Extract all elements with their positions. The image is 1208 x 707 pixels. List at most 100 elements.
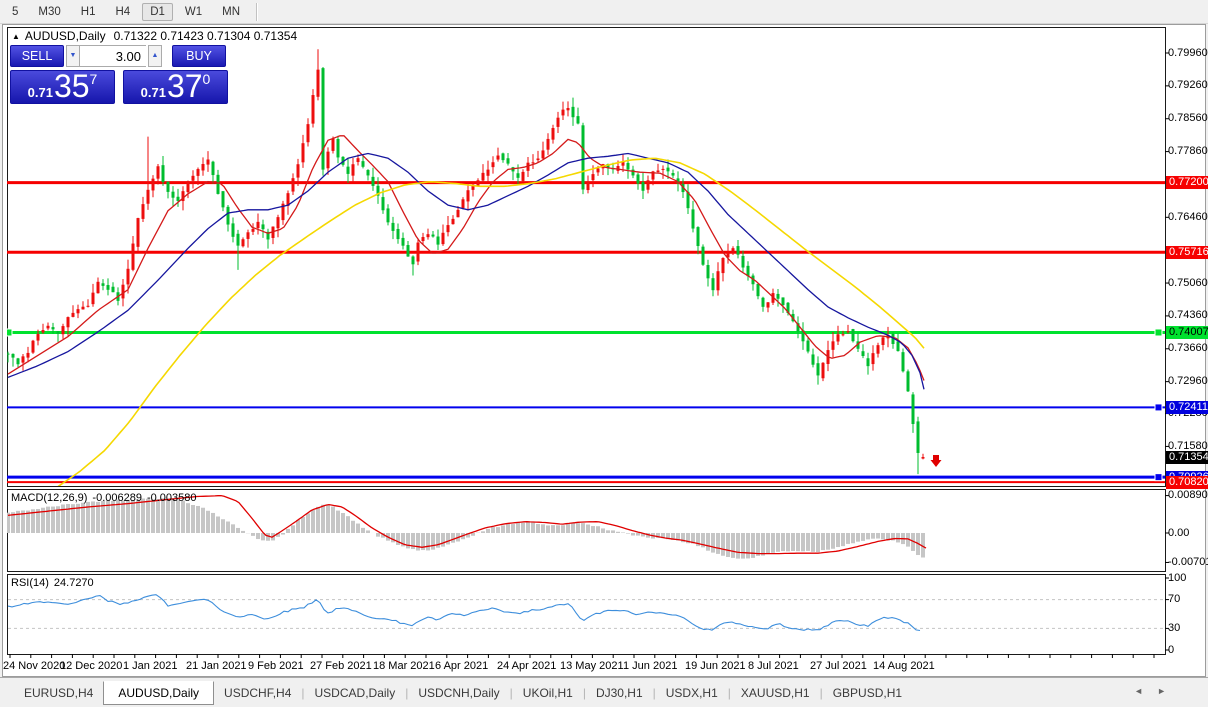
candle-body — [326, 151, 330, 169]
ma-slow-yellow-line — [57, 157, 925, 486]
tab-eurusd-h4[interactable]: EURUSD,H4 — [24, 685, 94, 700]
macd-value-main: -0.006289 — [92, 492, 142, 504]
tab-ukoil-h1[interactable]: UKOil,H1 — [522, 685, 573, 700]
candle-body — [171, 191, 175, 198]
candle-body — [836, 334, 840, 342]
macd-bar — [771, 533, 775, 553]
date-label: 27 Jul 2021 — [810, 660, 867, 672]
rsi-scale-label: 30 — [1168, 621, 1181, 634]
timeframe-button-mn[interactable]: MN — [222, 5, 241, 18]
candle-body — [256, 221, 260, 229]
candle-body — [376, 185, 380, 196]
candle-body — [841, 334, 845, 336]
candle-body — [261, 224, 265, 230]
candle-body — [641, 182, 645, 191]
buy-price-panel[interactable]: 0.71 37 0 — [123, 70, 228, 104]
macd-bar — [156, 499, 160, 533]
macd-bar — [146, 498, 150, 533]
sell-button[interactable]: SELL — [10, 45, 64, 67]
timeframe-button-m30[interactable]: M30 — [38, 5, 61, 18]
timeframe-button-w1[interactable]: W1 — [184, 5, 203, 18]
hline-price-label: 0.77200 — [1166, 176, 1208, 190]
buy-price-prefix: 0.71 — [140, 85, 166, 100]
candle-body — [776, 293, 780, 299]
timeframe-button-d1[interactable]: D1 — [142, 2, 173, 21]
volume-input[interactable] — [80, 45, 146, 67]
date-label: 13 May 2021 — [560, 660, 624, 672]
candle-body — [901, 352, 905, 372]
tab-separator: | — [301, 685, 305, 700]
candle-body — [916, 421, 920, 453]
tab-dj30-h1[interactable]: DJ30,H1 — [595, 685, 643, 700]
candle-body — [766, 302, 770, 308]
price-arrow-marker[interactable] — [930, 455, 942, 467]
candle-body — [856, 341, 860, 349]
sell-price-panel[interactable]: 0.71 35 7 — [10, 70, 115, 104]
candle-body — [716, 271, 720, 291]
macd-bar — [616, 531, 620, 533]
macd-bar — [321, 504, 325, 533]
macd-bar — [31, 509, 35, 533]
macd-bar — [706, 533, 710, 551]
volume-decrease-button[interactable]: ▼ — [66, 45, 80, 67]
buy-button[interactable]: BUY — [172, 45, 226, 67]
candle-body — [126, 268, 130, 285]
tab-usdcad-daily[interactable]: USDCAD,Daily — [314, 685, 396, 700]
price-tick-label: 0.78560 — [1168, 112, 1208, 125]
sell-price-prefix: 0.71 — [27, 85, 53, 100]
candle-body — [191, 175, 195, 181]
macd-bar — [596, 526, 600, 533]
candle-body — [181, 191, 185, 202]
macd-title: MACD(12,26,9) — [11, 492, 88, 504]
tab-audusd-daily[interactable]: AUDUSD,Daily — [103, 680, 215, 705]
macd-bar — [231, 524, 235, 533]
hline-anchor[interactable] — [1154, 473, 1163, 482]
macd-bar — [341, 513, 345, 533]
candle-body — [146, 189, 150, 204]
macd-bar — [701, 533, 705, 548]
candle-body — [561, 109, 565, 116]
macd-bar — [351, 520, 355, 533]
macd-bar — [686, 533, 690, 544]
hline-anchor[interactable] — [5, 328, 13, 337]
candle-body — [111, 286, 115, 293]
macd-bar — [356, 523, 360, 533]
macd-bar — [301, 516, 305, 533]
tab-usdx-h1[interactable]: USDX,H1 — [665, 685, 718, 700]
timeframe-button-h1[interactable]: H1 — [80, 5, 96, 18]
macd-bar — [236, 527, 240, 533]
timeframe-button-h4[interactable]: H4 — [115, 5, 131, 18]
candle-body — [11, 353, 15, 358]
macd-bar — [416, 533, 420, 551]
macd-bar — [851, 533, 855, 544]
candle-body — [341, 156, 345, 165]
timeframe-button-5[interactable]: 5 — [12, 5, 19, 18]
macd-bar — [556, 525, 560, 533]
tab-usdcnh-daily[interactable]: USDCNH,Daily — [418, 685, 500, 700]
candle-body — [156, 166, 160, 179]
candle-body — [656, 170, 660, 172]
macd-bar — [921, 533, 925, 558]
candle-body — [161, 165, 165, 183]
tab-scroll-arrows[interactable]: ◄► — [1134, 686, 1180, 696]
tab-xauusd-h1[interactable]: XAUUSD,H1 — [740, 685, 810, 700]
hline-anchor[interactable] — [1154, 403, 1163, 412]
macd-bar — [831, 533, 835, 549]
macd-bar — [601, 528, 605, 533]
tab-gbpusd-h1[interactable]: GBPUSD,H1 — [832, 685, 903, 700]
tab-usdchf-h4[interactable]: USDCHF,H4 — [224, 685, 292, 700]
candle-body — [531, 162, 535, 164]
hline-anchor[interactable] — [1154, 328, 1163, 337]
tab-scroll-right-icon[interactable]: ► — [1157, 686, 1180, 696]
volume-increase-button[interactable]: ▲ — [148, 45, 162, 67]
tab-scroll-left-icon[interactable]: ◄ — [1134, 686, 1158, 696]
expand-triangle-icon[interactable]: ▲ — [12, 32, 20, 41]
macd-bar — [776, 533, 780, 552]
candle-body — [526, 162, 530, 171]
macd-bar — [796, 533, 800, 552]
candle-body — [401, 237, 405, 246]
candle-body — [726, 252, 730, 258]
candle-body — [501, 153, 505, 161]
candle-body — [696, 227, 700, 247]
candle-body — [651, 171, 655, 180]
